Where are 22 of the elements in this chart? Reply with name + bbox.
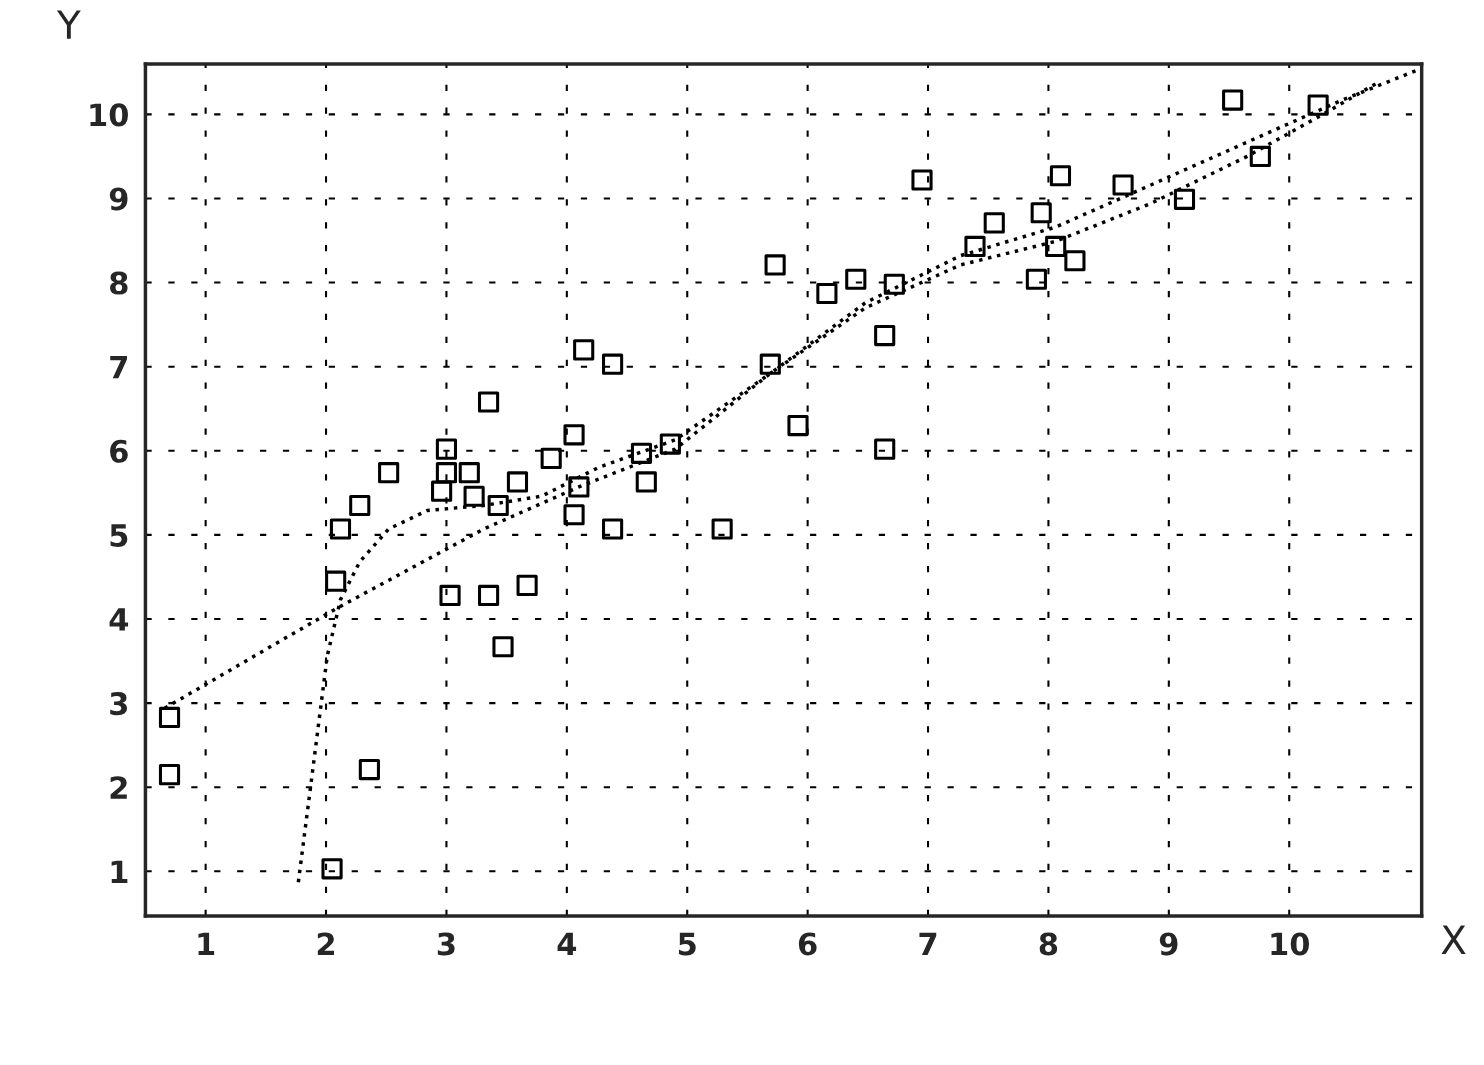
- y-tick-label: 7: [110, 356, 128, 379]
- y-tick-label: 3: [110, 692, 128, 716]
- y-tick-label: 4: [109, 608, 129, 631]
- x-tick-label: 9: [1159, 932, 1178, 956]
- y-tick-label: 1: [111, 860, 128, 883]
- x-tick-label: 6: [798, 932, 817, 956]
- y-tick-label: 2: [110, 776, 127, 799]
- y-tick-label: 8: [110, 271, 128, 295]
- x-tick-label: 7: [919, 932, 937, 956]
- y-tick-label: 10: [90, 103, 128, 127]
- x-tick-label: 10: [1271, 932, 1310, 956]
- y-tick-label: 6: [110, 439, 128, 463]
- x-axis-title: X: [1441, 925, 1466, 954]
- x-tick-label: 3: [437, 932, 455, 956]
- y-tick-label: 9: [109, 187, 128, 211]
- x-tick-label: 4: [557, 932, 577, 956]
- x-tick-label: 5: [678, 932, 696, 956]
- x-tick-label: 2: [317, 932, 335, 956]
- x-tick-label: 1: [198, 932, 215, 956]
- y-tick-label: 5: [110, 524, 128, 547]
- y-axis-title: Y: [56, 10, 81, 39]
- x-tick-label: 8: [1039, 932, 1058, 956]
